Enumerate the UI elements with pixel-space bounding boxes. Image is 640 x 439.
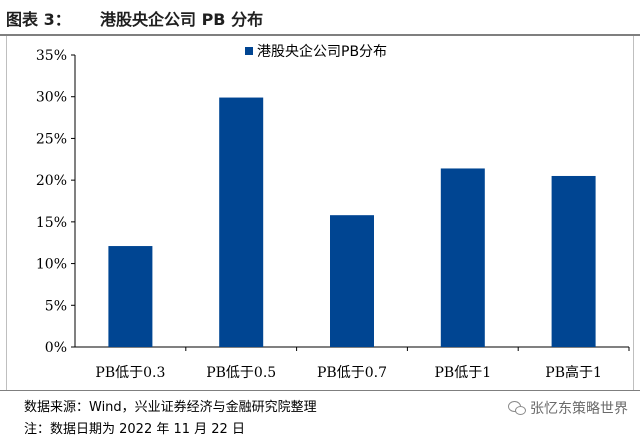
y-tick-label: 0% — [45, 340, 67, 356]
bar — [330, 215, 374, 347]
source-note: 数据来源：Wind，兴业证券经济与金融研究院整理 — [24, 400, 317, 415]
bar — [108, 246, 153, 347]
bar — [440, 168, 485, 347]
x-tick-label: PB低于0.3 — [95, 365, 165, 381]
y-tick-label: 5% — [45, 298, 67, 314]
bar-chart: 0% 5% 10% 15% 20% 25% 30% 35% PB低于0.3 PB低于0.5 PB低于… — [36, 43, 630, 381]
x-tick-label: PB低于0.7 — [317, 365, 387, 381]
chart-frame: 0% 5% 10% 15% 20% 25% 30% 35% PB低于0.3 PB低于0.5 PB低于… — [6, 36, 634, 390]
x-tick-label: PB低于0.5 — [206, 365, 276, 381]
x-tick-label: PB高于1 — [545, 364, 602, 381]
y-tick-label: 25% — [36, 131, 67, 147]
legend-label: 港股央企公司PB分布 — [257, 43, 387, 60]
figure-title: 港股央企公司 PB 分布 — [100, 10, 264, 29]
footer-divider — [0, 390, 640, 391]
legend-swatch — [245, 47, 253, 55]
watermark-text: 张忆东策略世界 — [530, 401, 628, 417]
y-tick-label: 15% — [36, 215, 67, 231]
x-tick-label: PB低于1 — [434, 365, 491, 381]
y-tick-label: 10% — [36, 257, 67, 273]
bar — [219, 97, 264, 347]
figure-label: 图表 3： — [6, 10, 71, 29]
header-divider — [0, 34, 640, 36]
date-note: 注：数据日期为 2022 年 11 月 22 日 — [24, 422, 245, 437]
figure-header: 图表 3： 港股央企公司 PB 分布 — [0, 0, 640, 34]
bar — [551, 175, 596, 347]
watermark: 张忆东策略世界 — [508, 398, 628, 418]
wechat-icon — [508, 401, 526, 415]
y-tick-label: 20% — [36, 173, 67, 189]
y-tick-label: 30% — [36, 90, 67, 106]
y-tick-label: 35% — [36, 48, 67, 64]
